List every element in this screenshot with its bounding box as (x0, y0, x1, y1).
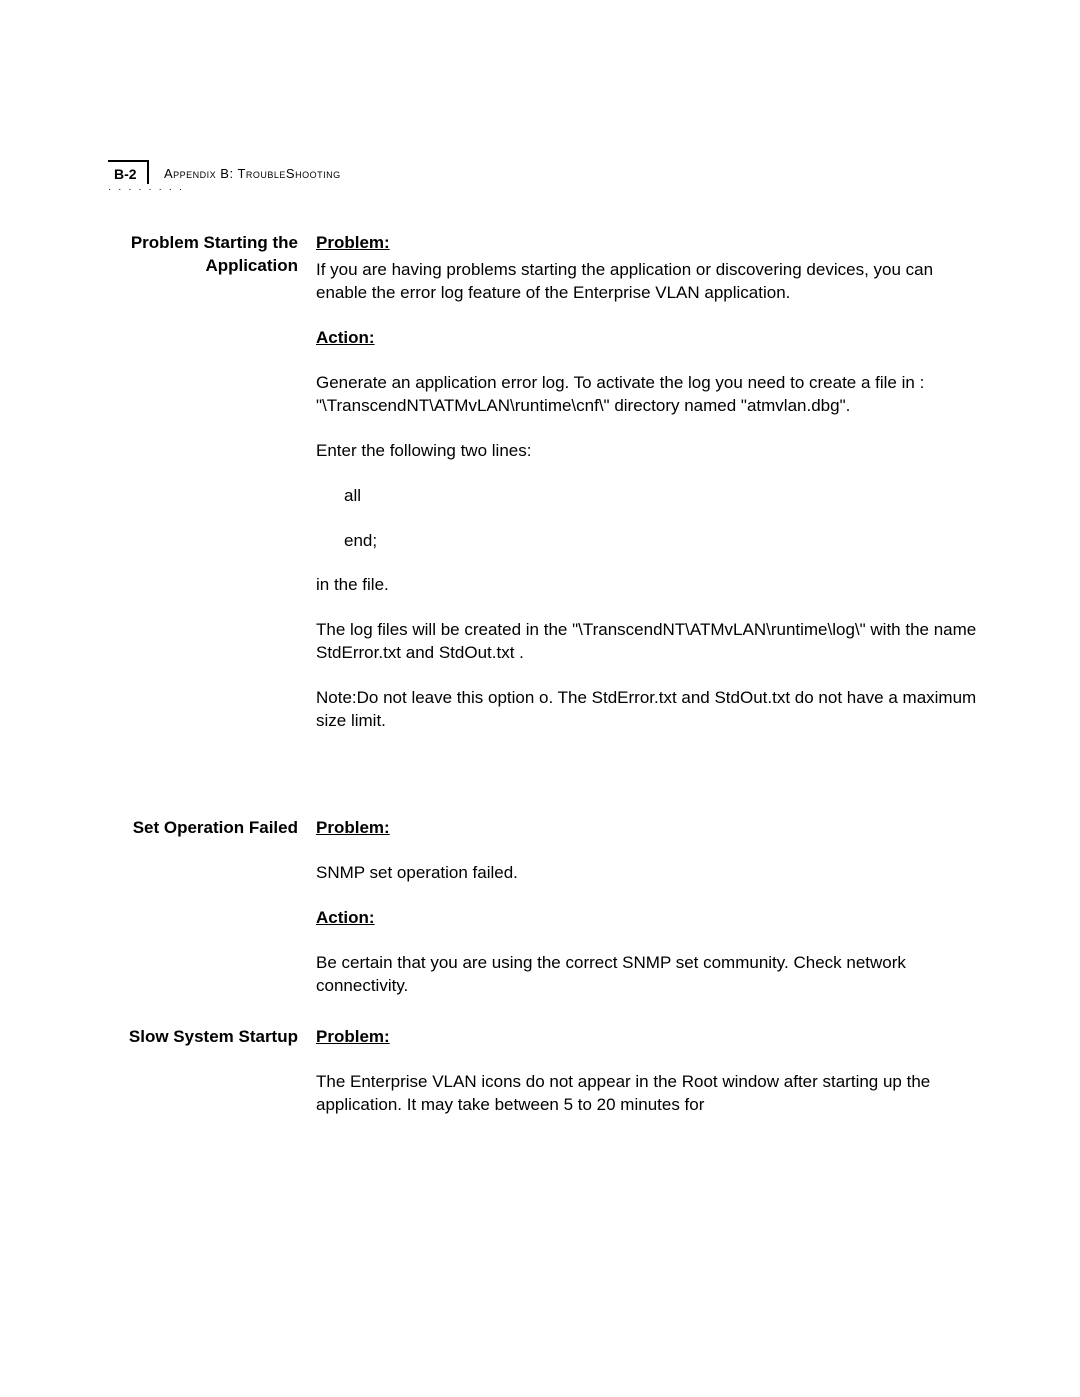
page-content: Problem Starting the Application Problem… (108, 232, 978, 1145)
section-body: Problem: SNMP set operation failed. Acti… (316, 817, 978, 1020)
section-row: Problem Starting the Application Problem… (108, 232, 978, 755)
problem-text: If you are having problems starting the … (316, 259, 978, 305)
code-line: all (344, 485, 978, 508)
page-number-text: B-2 (114, 166, 137, 182)
body-para: The log files will be created in the "\T… (316, 619, 978, 665)
running-header: Appendix B: TroubleShooting (164, 166, 341, 181)
problem-label: Problem: (316, 818, 390, 837)
problem-label: Problem: (316, 233, 390, 252)
body-para: Note:Do not leave this option o. The Std… (316, 687, 978, 733)
section-body: Problem: If you are having problems star… (316, 232, 978, 755)
action-para: Generate an application error log. To ac… (316, 372, 978, 418)
header-ornament: · · · · · · · · (108, 184, 184, 195)
page-number: B-2 (108, 160, 149, 184)
body-para: in the file. (316, 574, 978, 597)
action-label: Action: (316, 328, 375, 347)
section-side-title: Problem Starting the Application (108, 232, 316, 278)
action-label: Action: (316, 908, 375, 927)
section-row: Set Operation Failed Problem: SNMP set o… (108, 817, 978, 1020)
section-side-title: Slow System Startup (108, 1026, 316, 1049)
problem-text: The Enterprise VLAN icons do not appear … (316, 1071, 978, 1117)
code-line: end; (344, 530, 978, 553)
problem-label: Problem: (316, 1027, 390, 1046)
action-para: Enter the following two lines: (316, 440, 978, 463)
action-para: Be certain that you are using the correc… (316, 952, 978, 998)
running-header-text: Appendix B: TroubleShooting (164, 166, 341, 181)
section-row: Slow System Startup Problem: The Enterpr… (108, 1026, 978, 1139)
problem-text: SNMP set operation failed. (316, 862, 978, 885)
section-body: Problem: The Enterprise VLAN icons do no… (316, 1026, 978, 1139)
section-side-title: Set Operation Failed (108, 817, 316, 840)
